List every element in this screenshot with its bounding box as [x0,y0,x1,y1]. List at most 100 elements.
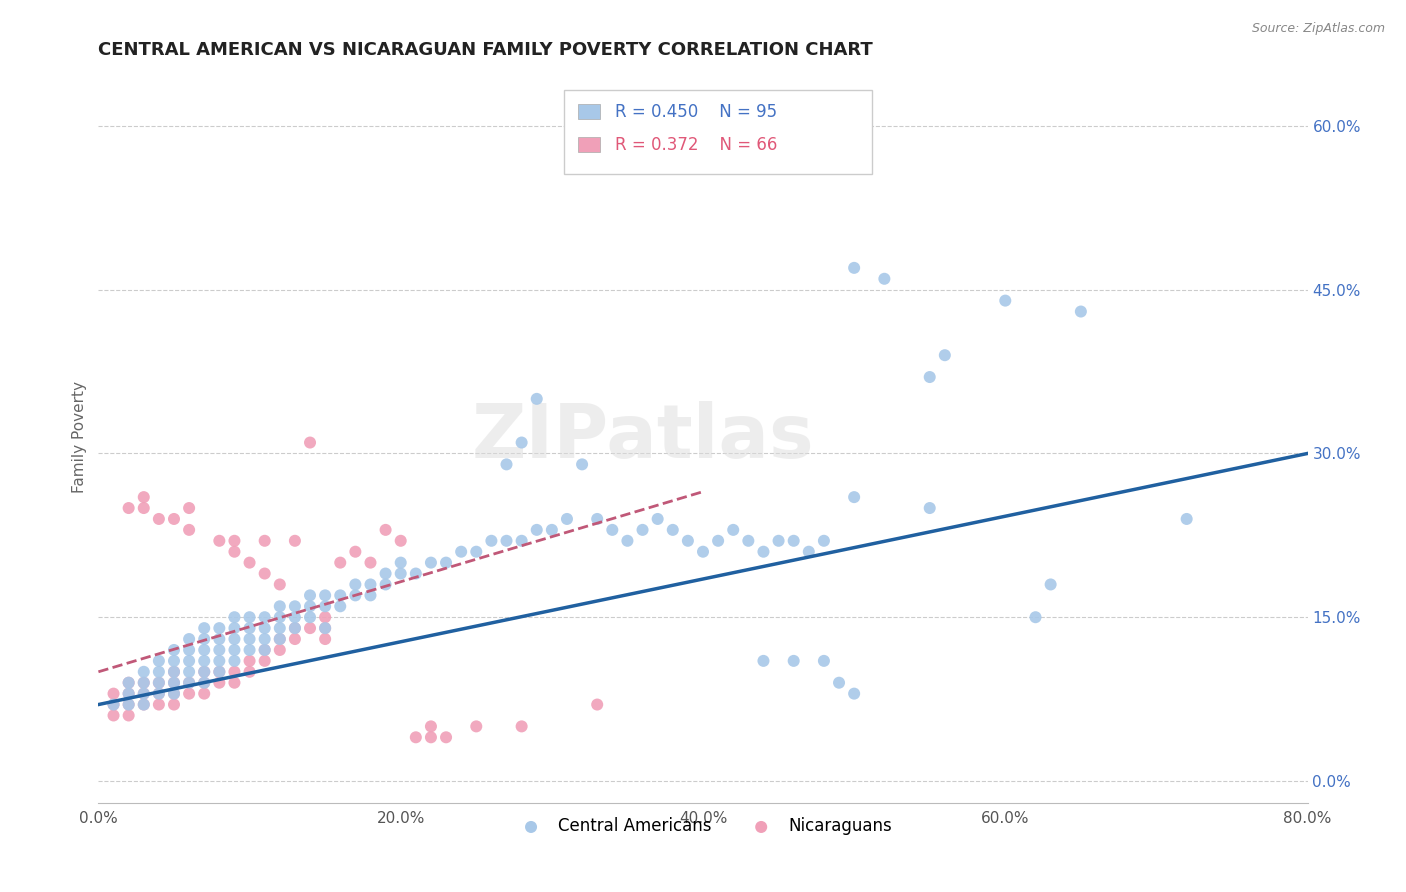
FancyBboxPatch shape [564,90,872,174]
Point [193,665,215,679]
Point [118,708,141,723]
Point [224,610,246,624]
Point [239,654,262,668]
Point [208,665,231,679]
Point [253,621,276,635]
Point [481,533,503,548]
Point [873,272,896,286]
Point [239,643,262,657]
Point [450,545,472,559]
Point [132,687,155,701]
Point [148,675,170,690]
Point [193,654,215,668]
Point [132,675,155,690]
Point [329,556,352,570]
Point [360,556,382,570]
Point [389,533,412,548]
Point [224,654,246,668]
Text: Source: ZipAtlas.com: Source: ZipAtlas.com [1251,22,1385,36]
Point [253,566,276,581]
Point [179,687,201,701]
Point [239,556,262,570]
Point [768,533,790,548]
Point [314,621,336,635]
Point [994,293,1017,308]
Point [314,610,336,624]
Point [193,665,215,679]
Point [813,533,835,548]
Text: CENTRAL AMERICAN VS NICARAGUAN FAMILY POVERTY CORRELATION CHART: CENTRAL AMERICAN VS NICARAGUAN FAMILY PO… [98,41,873,59]
Point [269,632,291,646]
Point [420,731,443,745]
Point [208,665,231,679]
Point [239,610,262,624]
Point [510,435,533,450]
Text: R = 0.372    N = 66: R = 0.372 N = 66 [614,136,778,153]
Point [253,533,276,548]
Point [783,533,806,548]
Point [224,675,246,690]
Point [132,698,155,712]
Point [193,643,215,657]
Point [269,632,291,646]
Point [844,490,866,504]
Point [495,533,517,548]
Point [132,675,155,690]
Point [299,610,322,624]
Point [269,599,291,614]
Point [208,643,231,657]
Point [163,654,186,668]
Point [813,654,835,668]
Point [631,523,654,537]
Point [179,643,201,657]
Point [314,621,336,635]
Point [148,665,170,679]
Point [737,533,759,548]
Point [284,533,307,548]
Point [918,370,941,384]
Point [132,687,155,701]
Point [118,687,141,701]
Point [239,621,262,635]
Point [208,675,231,690]
Point [193,675,215,690]
Point [118,687,141,701]
Point [103,687,125,701]
Point [329,599,352,614]
Point [284,610,307,624]
Point [163,687,186,701]
Point [179,632,201,646]
Point [314,632,336,646]
Point [360,577,382,591]
Point [148,512,170,526]
Point [179,675,201,690]
Point [132,698,155,712]
Point [253,610,276,624]
Point [208,533,231,548]
Point [224,643,246,657]
Point [389,556,412,570]
Point [253,654,276,668]
Point [163,675,186,690]
Text: R = 0.450    N = 95: R = 0.450 N = 95 [614,103,778,120]
Point [179,501,201,516]
Point [224,545,246,559]
Point [844,687,866,701]
Point [707,533,730,548]
Point [148,675,170,690]
Point [284,632,307,646]
FancyBboxPatch shape [578,137,600,152]
Point [374,566,396,581]
Point [510,719,533,733]
Y-axis label: Family Poverty: Family Poverty [72,381,87,493]
Point [647,512,669,526]
Point [616,533,638,548]
Point [253,643,276,657]
Point [465,719,488,733]
Point [103,698,125,712]
Text: ZIPatlas: ZIPatlas [471,401,814,474]
Point [148,687,170,701]
FancyBboxPatch shape [578,104,600,119]
Point [193,621,215,635]
Point [224,533,246,548]
